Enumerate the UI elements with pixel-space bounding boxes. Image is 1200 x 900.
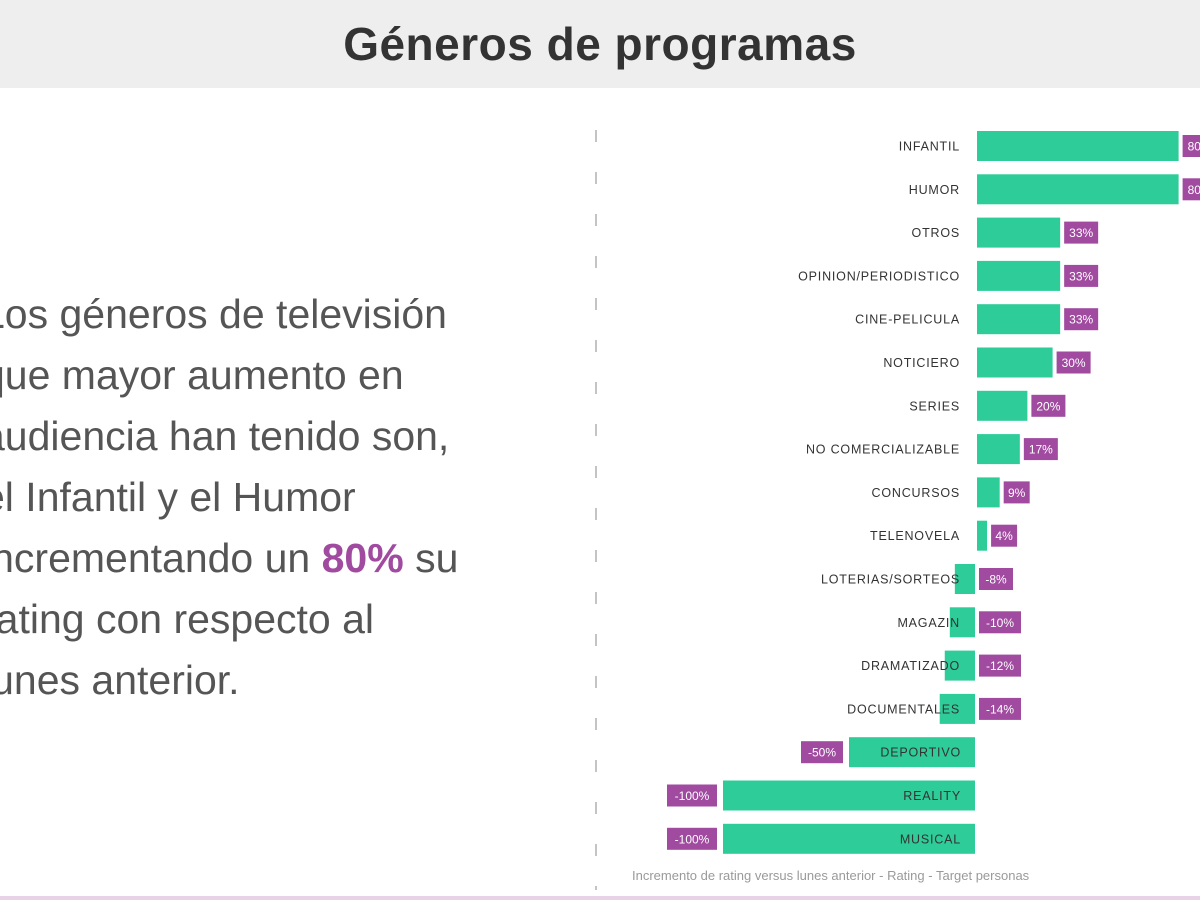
bar xyxy=(723,823,975,854)
bar xyxy=(977,434,1020,465)
bar xyxy=(849,737,975,768)
value-label-box xyxy=(1056,351,1091,374)
bar xyxy=(977,217,1061,248)
category-label: DEPORTIVO xyxy=(880,746,961,760)
value-label: 30% xyxy=(1062,356,1086,370)
category-label: CONCURSOS xyxy=(872,486,960,500)
highlight-percentage: 80% xyxy=(321,535,404,581)
value-label-box xyxy=(1023,438,1058,461)
value-label-box xyxy=(1064,221,1099,244)
value-label: -10% xyxy=(986,616,1014,630)
value-label: -100% xyxy=(675,832,710,846)
text-line: lunes anterior. xyxy=(0,657,240,703)
bottom-divider xyxy=(0,896,1200,900)
text-line: rating con respecto al xyxy=(0,596,375,642)
value-label-box xyxy=(979,697,1021,720)
value-label: 33% xyxy=(1069,226,1093,240)
category-label: OTROS xyxy=(912,226,960,240)
value-label: 80% xyxy=(1188,140,1200,154)
category-label: LOTERIAS/SORTEOS xyxy=(821,573,960,587)
category-label: OPINION/PERIODISTICO xyxy=(798,269,960,283)
text-line: audiencia han tenido son, xyxy=(0,413,450,459)
value-label: -50% xyxy=(808,746,836,760)
value-label-box xyxy=(1031,394,1066,417)
bar xyxy=(939,693,975,724)
category-label: NO COMERCIALIZABLE xyxy=(806,443,960,457)
value-label: 33% xyxy=(1069,313,1093,327)
value-label-box xyxy=(979,654,1021,677)
chart-footnote: Incremento de rating versus lunes anteri… xyxy=(632,868,1030,883)
value-label-box xyxy=(1064,308,1099,331)
category-label: SERIES xyxy=(909,399,960,413)
text-line: Los géneros de televisión xyxy=(0,291,447,337)
value-label: -14% xyxy=(986,702,1014,716)
category-label: MUSICAL xyxy=(900,832,961,846)
category-label: TELENOVELA xyxy=(870,529,960,543)
value-label: -100% xyxy=(675,789,710,803)
text-line: incrementando un 80% su xyxy=(0,528,542,589)
category-label: DOCUMENTALES xyxy=(847,702,960,716)
bar xyxy=(723,780,975,811)
value-label-box xyxy=(667,827,717,850)
text-fragment: su xyxy=(403,535,459,581)
bar xyxy=(977,131,1179,161)
bar xyxy=(949,607,975,638)
bar xyxy=(954,564,975,594)
value-label: -12% xyxy=(986,659,1014,673)
value-label-box xyxy=(979,568,1013,590)
value-label: 9% xyxy=(1008,486,1026,500)
category-label: REALITY xyxy=(903,789,961,803)
text-line: el Infantil y el Humor xyxy=(0,474,356,520)
bar xyxy=(977,520,988,551)
bar xyxy=(977,260,1061,291)
bar xyxy=(977,390,1028,421)
value-label-box xyxy=(1182,135,1200,157)
category-label: CINE-PELICULA xyxy=(855,313,960,327)
value-label: 17% xyxy=(1029,443,1053,457)
bar xyxy=(977,347,1053,378)
bar xyxy=(944,650,975,681)
bar xyxy=(977,304,1061,335)
value-label-box xyxy=(1003,481,1030,504)
value-label: 33% xyxy=(1069,269,1093,283)
value-label: 4% xyxy=(995,529,1013,543)
category-label: HUMOR xyxy=(909,183,960,197)
value-label-box xyxy=(979,611,1021,634)
value-label: -8% xyxy=(985,573,1007,587)
category-label: DRAMATIZADO xyxy=(861,659,960,673)
page-title: Géneros de programas xyxy=(343,18,857,70)
category-label: INFANTIL xyxy=(899,140,960,154)
value-label-box xyxy=(991,524,1018,547)
value-label: 80% xyxy=(1188,183,1200,197)
bar xyxy=(977,174,1179,205)
category-label: MAGAZIN xyxy=(897,616,960,630)
value-label-box xyxy=(667,784,717,807)
value-label-box xyxy=(1182,178,1200,201)
title-bar: Géneros de programas xyxy=(0,0,1200,88)
lead-text: Los géneros de televisión que mayor aume… xyxy=(0,284,542,711)
bar xyxy=(977,477,1000,508)
category-label: NOTICIERO xyxy=(883,356,960,370)
value-label: 20% xyxy=(1036,399,1060,413)
text-fragment: incrementando un xyxy=(0,535,322,581)
value-label-box xyxy=(1064,264,1099,287)
value-label-box xyxy=(801,741,843,764)
text-line: que mayor aumento en xyxy=(0,352,404,398)
